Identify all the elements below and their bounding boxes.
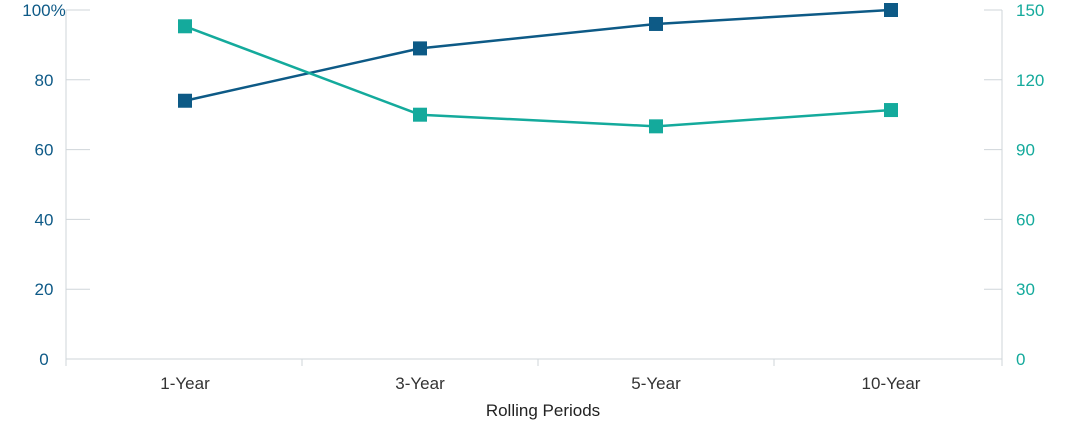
right-tick-label: 120: [1016, 71, 1044, 90]
series-1-point: [649, 16, 663, 31]
series-1-line: [184, 8, 892, 102]
series-1-point: [884, 3, 898, 17]
axis-labels: 0 20 40 60 80 100% 0 30 60 90 120 150 1-Year 3-Year 5-…: [22, 1, 1044, 420]
left-tick-label: 80: [35, 71, 54, 90]
series-2-point: [649, 119, 663, 134]
x-tick-label: 3-Year: [395, 374, 445, 393]
series-1-point: [413, 41, 427, 56]
right-tick-label: 60: [1016, 210, 1035, 229]
x-tick-label: 10-Year: [862, 374, 921, 393]
axes: [65, 9, 1003, 366]
right-tick-label: 0: [1016, 350, 1025, 369]
left-tick-label: 40: [35, 210, 54, 229]
x-axis-title: Rolling Periods: [486, 401, 600, 420]
left-tick-label: 20: [35, 280, 54, 299]
right-tick-label: 90: [1016, 141, 1035, 160]
series-2-point: [178, 19, 192, 34]
right-tick-label: 150: [1016, 1, 1044, 20]
right-tick-label: 30: [1016, 280, 1035, 299]
left-tick-label: 60: [35, 141, 54, 160]
series-1-point: [178, 93, 192, 108]
series-2-point: [413, 107, 427, 122]
series-2-point: [884, 103, 898, 118]
x-tick-label: 5-Year: [631, 374, 681, 393]
left-tick-label: 0: [39, 350, 48, 369]
series-2-line: [184, 25, 892, 128]
x-tick-label: 1-Year: [160, 374, 210, 393]
left-tick-label: 100%: [22, 1, 65, 20]
series-markers: [178, 3, 898, 134]
series-lines: [184, 8, 892, 128]
